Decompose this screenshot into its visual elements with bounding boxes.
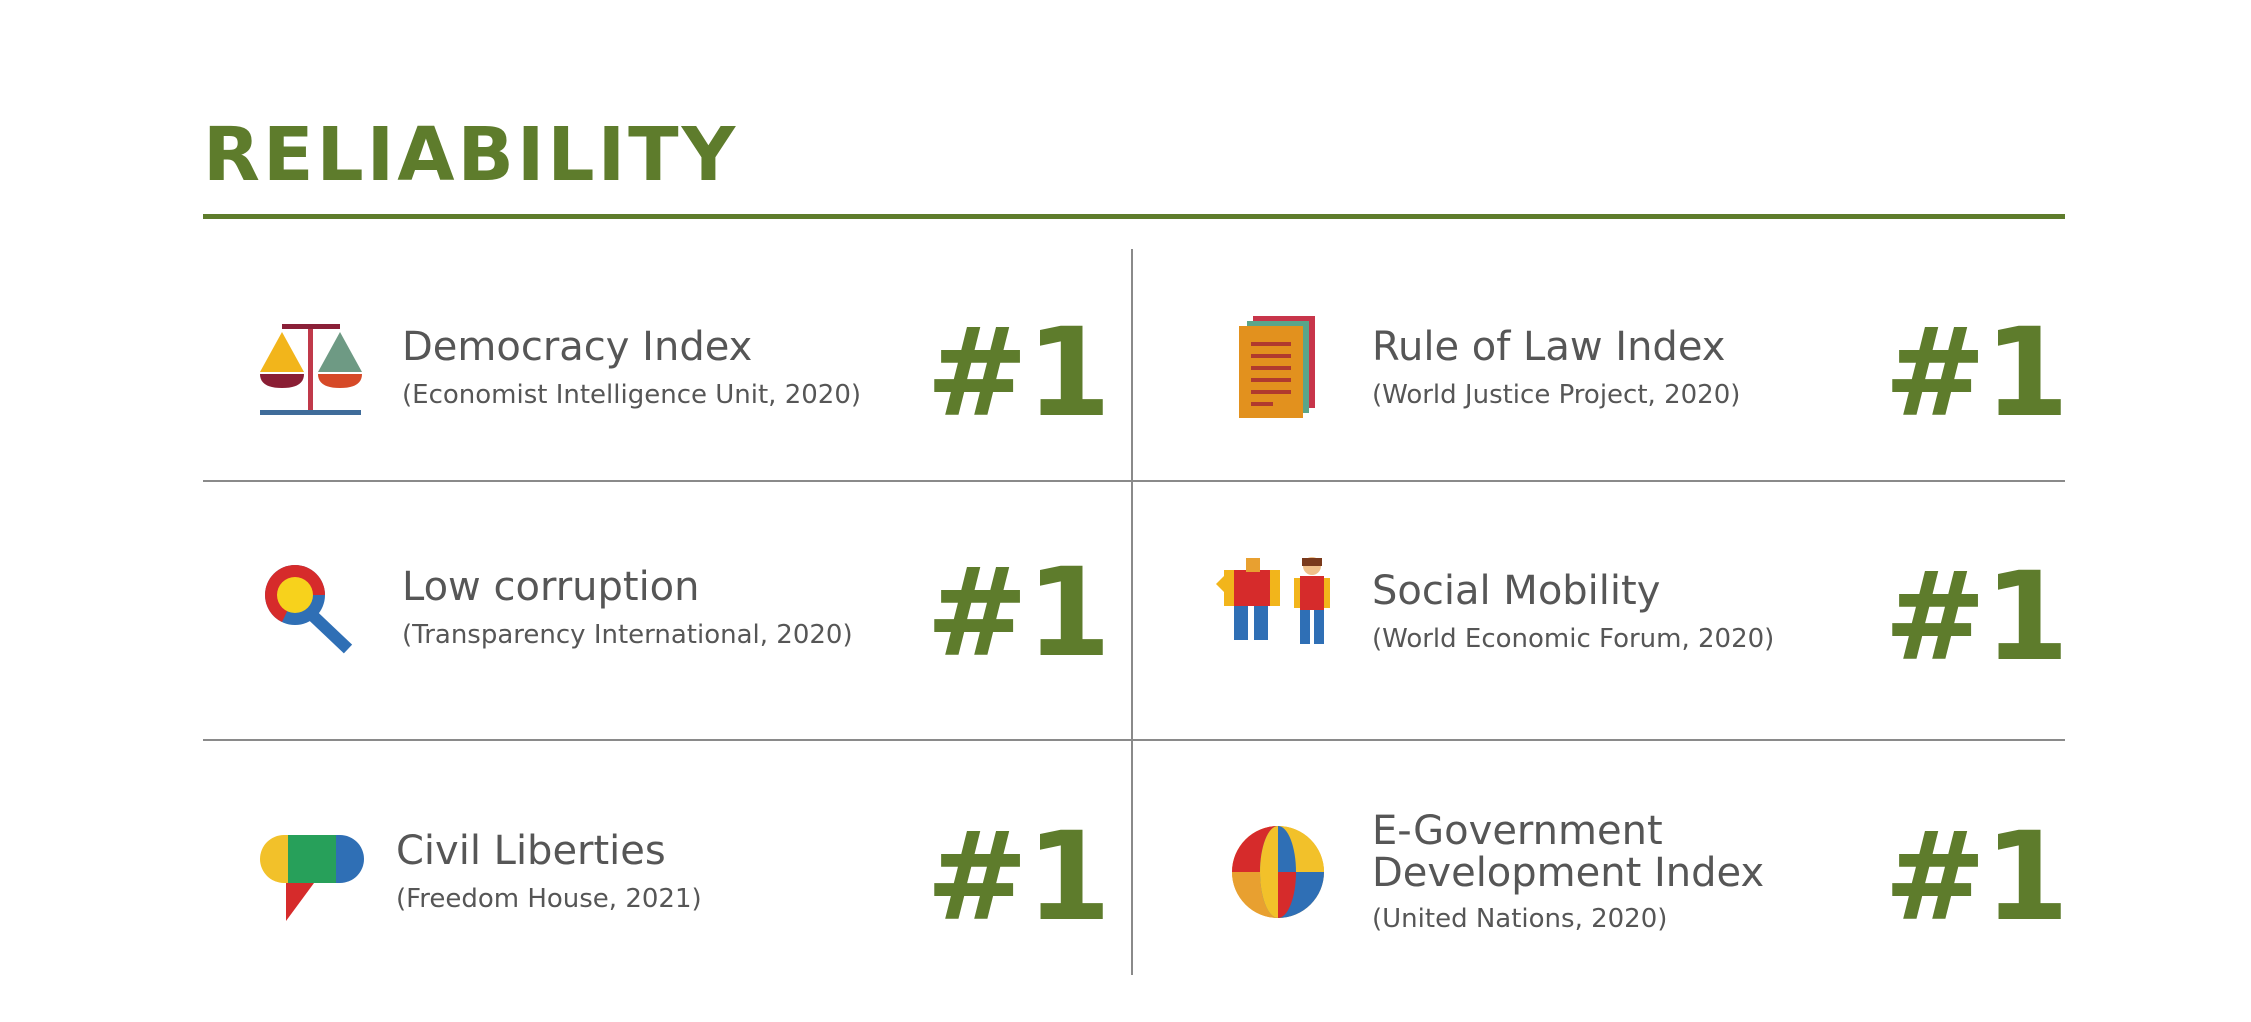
index-name: Civil Liberties bbox=[396, 828, 666, 874]
index-name: Democracy Index bbox=[402, 324, 753, 370]
rank-value: #1 bbox=[1884, 302, 2069, 444]
title-underline bbox=[203, 214, 2065, 219]
index-source: (Transparency International, 2020) bbox=[402, 620, 853, 650]
rank-value: #1 bbox=[926, 806, 1111, 948]
grid-vertical-divider bbox=[1131, 249, 1133, 975]
index-source: (World Justice Project, 2020) bbox=[1372, 380, 1741, 410]
globe-icon bbox=[1232, 826, 1324, 918]
document-stack-icon bbox=[1239, 316, 1315, 418]
grid-horizontal-divider bbox=[203, 739, 2065, 741]
rank-value: #1 bbox=[926, 302, 1111, 444]
index-name: Rule of Law Index bbox=[1372, 324, 1726, 370]
index-name: E-Government Development Index bbox=[1372, 808, 1765, 896]
rank-value: #1 bbox=[1884, 546, 2069, 688]
index-source: (Economist Intelligence Unit, 2020) bbox=[402, 380, 862, 410]
index-source: (Freedom House, 2021) bbox=[396, 884, 702, 914]
rank-value: #1 bbox=[926, 542, 1111, 684]
speech-bubble-icon bbox=[260, 835, 364, 921]
index-source: (United Nations, 2020) bbox=[1372, 904, 1668, 934]
people-icon bbox=[1216, 557, 1330, 644]
index-source: (World Economic Forum, 2020) bbox=[1372, 624, 1775, 654]
index-name: Low corruption bbox=[402, 564, 700, 610]
scales-icon bbox=[260, 324, 362, 415]
grid-horizontal-divider bbox=[203, 480, 2065, 482]
magnifier-icon bbox=[265, 565, 353, 654]
index-name: Social Mobility bbox=[1372, 568, 1661, 614]
section-title: RELIABILITY bbox=[203, 112, 739, 198]
rank-value: #1 bbox=[1884, 806, 2069, 948]
